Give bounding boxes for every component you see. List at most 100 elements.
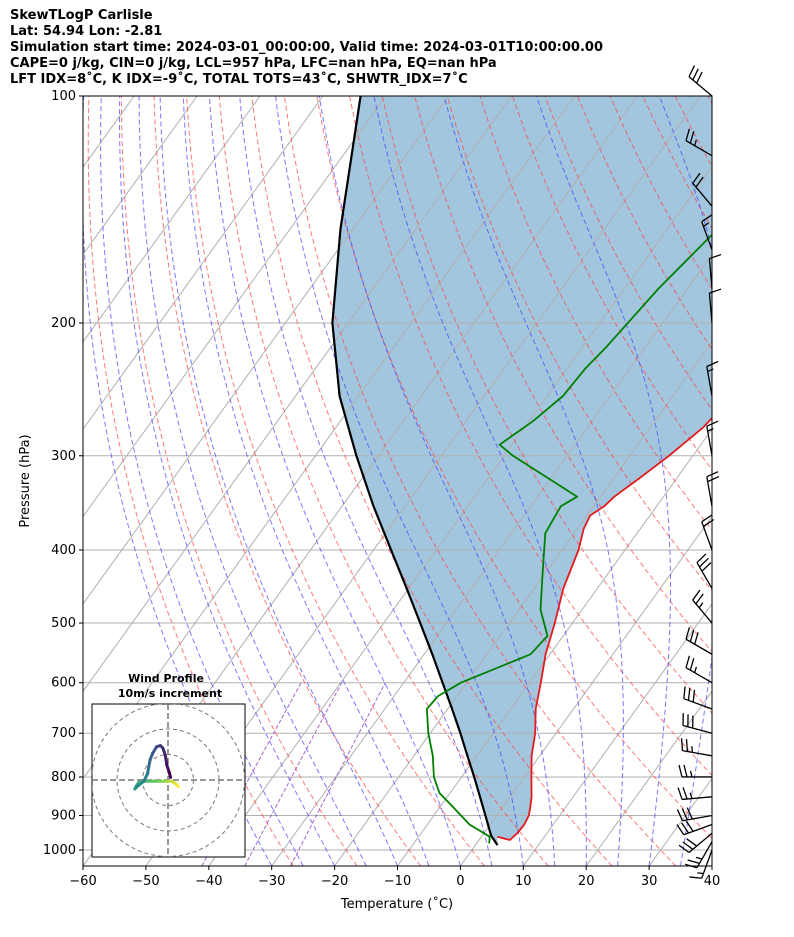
dry-adiabat — [544, 96, 712, 411]
temperature-profile-line — [497, 416, 712, 841]
title-station: SkewTLogP Carlisle — [10, 8, 153, 23]
chart-title-block: SkewTLogP Carlisle Lat: 54.94 Lon: -2.81… — [10, 8, 603, 88]
x-tick-label: −30 — [258, 874, 285, 889]
dry-adiabat — [773, 96, 794, 866]
wind-barb — [701, 514, 715, 551]
x-tick-label: 20 — [578, 874, 595, 889]
y-tick-label: 300 — [51, 449, 76, 464]
title-time: Simulation start time: 2024-03-01_00:00:… — [10, 40, 603, 55]
wind-barb — [677, 787, 713, 801]
moist-adiabat — [138, 96, 367, 866]
x-tick-label: −50 — [132, 874, 159, 889]
wind-barb — [701, 214, 713, 251]
hodograph-title: Wind Profile — [128, 672, 204, 685]
wind-barb — [708, 253, 722, 289]
y-axis-label: Pressure (hPa) — [18, 434, 33, 527]
dry-adiabat — [381, 96, 712, 714]
title-location: Lat: 54.94 Lon: -2.81 — [10, 24, 163, 39]
dry-adiabat — [741, 96, 794, 866]
wind-barb — [682, 713, 713, 734]
isotherm-gridline — [83, 96, 261, 343]
x-tick-label: 30 — [641, 874, 658, 889]
moist-adiabat — [159, 96, 398, 866]
isotherm-gridline — [83, 96, 513, 693]
x-tick-label: −60 — [69, 874, 96, 889]
x-tick-label: 10 — [515, 874, 532, 889]
y-tick-label: 200 — [51, 316, 76, 331]
moist-adiabat — [119, 96, 336, 866]
y-tick-label: 900 — [51, 809, 76, 824]
isotherm-gridline — [459, 515, 712, 866]
dry-adiabat — [153, 96, 422, 866]
y-tick-label: 100 — [51, 89, 76, 104]
wind-barb — [692, 172, 713, 207]
isotherm-gridline — [83, 96, 198, 256]
mixing-ratio-line — [244, 682, 343, 866]
wind-barb — [678, 764, 712, 778]
moist-adiabat — [318, 96, 556, 866]
isotherm-gridline — [711, 865, 712, 866]
dry-adiabat — [349, 96, 712, 777]
dry-adiabat — [316, 96, 712, 840]
moist-adiabat — [443, 96, 624, 866]
x-tick-label: 0 — [456, 874, 464, 889]
wind-barb — [692, 589, 713, 624]
dry-adiabat — [87, 96, 294, 866]
isotherm-gridline — [83, 96, 387, 518]
moist-adiabat — [100, 96, 304, 866]
axes: −60 −50 −40 −30 −20 −10 0 10 20 30 40 100 200 300 400 5… — [43, 89, 720, 889]
hodograph-segment — [167, 770, 173, 779]
x-tick-label: −40 — [195, 874, 222, 889]
x-tick-label: −20 — [321, 874, 348, 889]
wind-barb — [706, 471, 720, 507]
hodograph-segment — [163, 754, 169, 767]
title-indices-2: LFT IDX=8˚C, K IDX=-9˚C, TOTAL TOTS=43˚C… — [10, 72, 468, 87]
isotherm-gridline — [334, 340, 712, 866]
moist-adiabat — [182, 96, 430, 866]
isotherm-gridline — [271, 253, 712, 866]
x-tick-label: 40 — [704, 874, 721, 889]
wind-barb — [683, 686, 713, 710]
wind-barb — [708, 288, 722, 324]
mixing-ratio-line — [290, 682, 386, 866]
dry-adiabat — [511, 96, 712, 471]
wind-barb — [678, 832, 713, 854]
wind-barb — [676, 820, 713, 836]
hodograph-subtitle: 10m/s increment — [118, 687, 222, 700]
wind-barb — [676, 807, 713, 822]
y-tick-label: 800 — [51, 770, 76, 785]
wind-barb — [696, 553, 713, 589]
wind-barb — [689, 849, 713, 879]
title-indices-1: CAPE=0 j/kg, CIN=0 j/kg, LCL=957 hPa, LF… — [10, 56, 497, 71]
y-tick-label: 400 — [51, 543, 76, 558]
moist-adiabat — [208, 96, 461, 866]
y-tick-label: 600 — [51, 676, 76, 691]
y-tick-label: 700 — [51, 726, 76, 741]
wind-barb — [688, 65, 713, 97]
hodograph-inset: Wind Profile 10m/s increment — [91, 672, 246, 858]
dry-adiabat — [283, 96, 677, 866]
dry-adiabat — [120, 96, 358, 866]
wind-barb — [685, 627, 713, 655]
y-tick-label: 500 — [51, 616, 76, 631]
wind-barb — [685, 655, 713, 684]
x-tick-label: −10 — [384, 874, 411, 889]
wind-barb — [706, 420, 719, 456]
moist-adiabat — [239, 96, 493, 866]
dry-adiabat — [707, 96, 712, 105]
hodograph-ring — [92, 704, 245, 857]
y-tick-label: 1000 — [43, 843, 76, 858]
dry-adiabat — [186, 96, 485, 866]
moist-adiabat — [711, 863, 712, 866]
dry-adiabat — [251, 96, 613, 866]
isotherm-gridline — [83, 96, 324, 431]
plot-lines — [83, 96, 794, 866]
wind-barb — [684, 841, 713, 869]
parcel-profile-line — [331, 96, 499, 846]
wind-barb — [685, 128, 713, 157]
x-axis-label: Temperature (˚C) — [340, 896, 453, 912]
dry-adiabat — [218, 96, 549, 866]
dry-adiabat — [479, 96, 712, 531]
moist-adiabat — [275, 96, 524, 866]
